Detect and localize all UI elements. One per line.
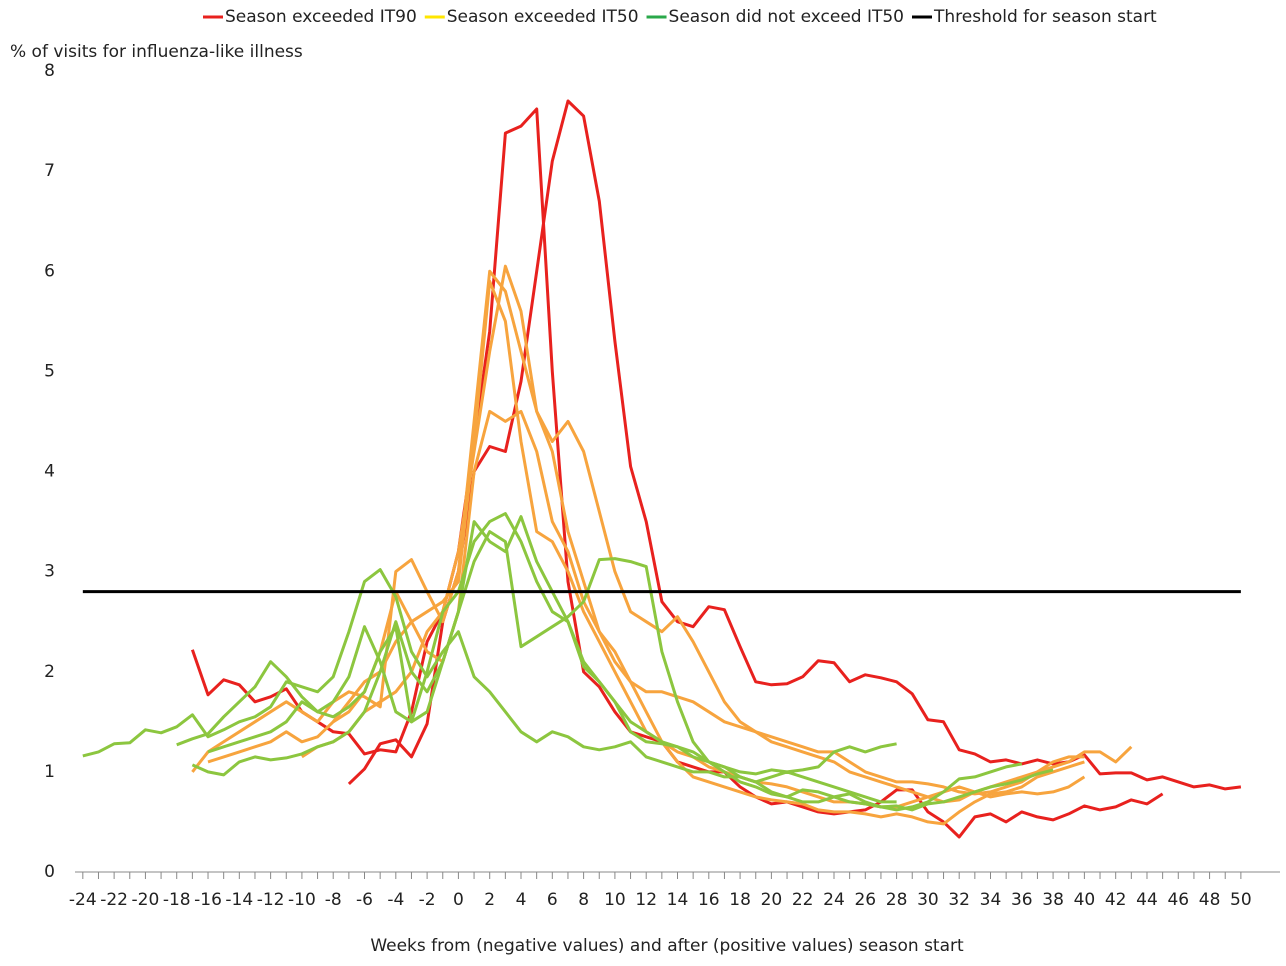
x-tick-label: -20 bbox=[132, 890, 160, 910]
series-line bbox=[191, 269, 1085, 796]
x-tick-label: -24 bbox=[69, 890, 97, 910]
series-line bbox=[332, 279, 1086, 809]
series-line bbox=[207, 515, 1023, 812]
x-tick-label: 2 bbox=[484, 890, 495, 910]
x-tick-label: 46 bbox=[1167, 890, 1189, 910]
x-tick-label: -8 bbox=[325, 890, 342, 910]
y-tick-label: 5 bbox=[44, 361, 55, 381]
x-tick-label: 0 bbox=[453, 890, 464, 910]
x-tick-label: -16 bbox=[194, 890, 222, 910]
x-tick-label: 40 bbox=[1074, 890, 1096, 910]
x-tick-label: -6 bbox=[356, 890, 373, 910]
x-tick-label: 28 bbox=[886, 890, 908, 910]
legend: Season exceeded IT90 Season exceeded IT50… bbox=[203, 7, 1157, 27]
x-tick-label: 16 bbox=[698, 890, 720, 910]
series-line bbox=[207, 409, 1085, 826]
y-tick-label: 0 bbox=[44, 862, 55, 882]
series-line bbox=[191, 530, 897, 777]
x-axis-label: Weeks from (negative values) and after (… bbox=[370, 936, 964, 956]
x-tick-label: 6 bbox=[547, 890, 558, 910]
series-line bbox=[82, 568, 897, 804]
legend-label: Threshold for season start bbox=[933, 7, 1157, 27]
x-tick-label: 36 bbox=[1011, 890, 1033, 910]
series-line bbox=[190, 107, 1164, 839]
x-tick-label: 10 bbox=[604, 890, 626, 910]
x-tick-label: 18 bbox=[729, 890, 751, 910]
x-tick-label: 8 bbox=[578, 890, 589, 910]
x-tick-label: 12 bbox=[635, 890, 657, 910]
x-tick-label: 24 bbox=[823, 890, 845, 910]
x-tick-label: 4 bbox=[516, 890, 527, 910]
y-tick-label: 4 bbox=[44, 462, 55, 482]
y-tick-label: 7 bbox=[44, 161, 55, 181]
x-tick-label: 44 bbox=[1136, 890, 1158, 910]
y-tick-label: 8 bbox=[44, 61, 55, 81]
x-tick-label: 50 bbox=[1230, 890, 1252, 910]
x-tick-label: -14 bbox=[225, 890, 253, 910]
x-tick-label: -18 bbox=[163, 890, 191, 910]
y-tick-label: 3 bbox=[44, 562, 55, 582]
legend-label: Season did not exceed IT50 bbox=[669, 7, 904, 27]
x-tick-label: 26 bbox=[854, 890, 876, 910]
x-tick-label: -22 bbox=[100, 890, 128, 910]
x-tick-label: 30 bbox=[917, 890, 939, 910]
y-tick-label: 2 bbox=[44, 662, 55, 682]
x-tick-label: -10 bbox=[288, 890, 316, 910]
x-tick-label: 38 bbox=[1042, 890, 1064, 910]
series-line bbox=[347, 99, 1242, 791]
x-tick-label: 22 bbox=[792, 890, 814, 910]
x-tick-label: -2 bbox=[419, 890, 436, 910]
x-tick-label: 32 bbox=[948, 890, 970, 910]
y-tick-label: 1 bbox=[44, 762, 55, 782]
x-tick-label: 20 bbox=[761, 890, 783, 910]
y-axis-label: % of visits for influenza-like illness bbox=[10, 42, 303, 62]
legend-label: Season exceeded IT50 bbox=[447, 7, 639, 27]
x-tick-label: -12 bbox=[257, 890, 285, 910]
y-tick-label: 6 bbox=[44, 261, 55, 281]
x-tick-label: 42 bbox=[1105, 890, 1127, 910]
x-tick-label: 48 bbox=[1199, 890, 1221, 910]
x-tick-label: 34 bbox=[980, 890, 1002, 910]
x-tick-label: 14 bbox=[667, 890, 689, 910]
x-tick-label: -4 bbox=[387, 890, 404, 910]
legend-label: Season exceeded IT90 bbox=[225, 7, 417, 27]
